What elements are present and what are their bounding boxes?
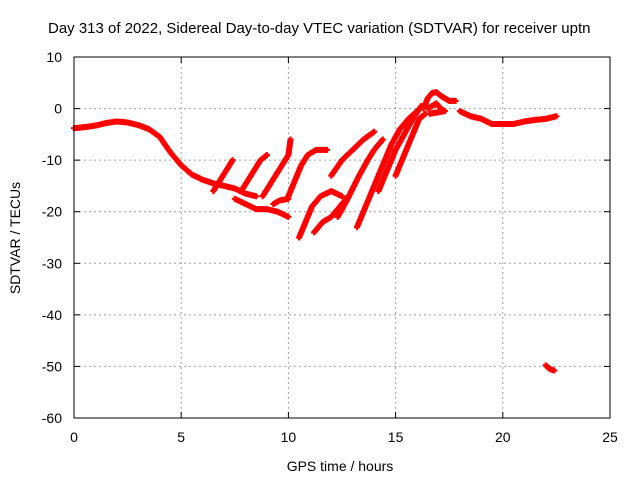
series-bump-spread xyxy=(424,100,448,117)
y-tick-label: -20 xyxy=(42,204,62,220)
series-main-arc xyxy=(71,118,260,200)
data-point xyxy=(553,113,560,120)
x-tick-label: 20 xyxy=(495,429,511,445)
y-tick-label: -30 xyxy=(42,255,62,271)
data-point xyxy=(371,128,378,135)
series-pass-C xyxy=(259,136,294,200)
series-pass-F xyxy=(296,188,345,241)
data-point xyxy=(287,136,294,143)
x-axis-label: GPS time / hours xyxy=(287,458,394,474)
series-pass-J xyxy=(375,102,425,195)
data-point xyxy=(551,367,558,374)
data-point xyxy=(253,193,260,200)
data-point xyxy=(229,157,236,164)
grid-lines xyxy=(74,57,610,418)
series-bump xyxy=(420,89,459,112)
y-tick-label: 0 xyxy=(54,101,62,117)
data-points xyxy=(71,89,560,374)
series-pass-L xyxy=(328,128,378,179)
y-tick-label: 10 xyxy=(46,49,62,65)
y-tick-label: -10 xyxy=(42,152,62,168)
data-point xyxy=(285,195,292,202)
plot-frame xyxy=(73,56,611,419)
data-point xyxy=(452,97,459,104)
data-point xyxy=(323,146,330,153)
axes: 0 5 10 15 20 25 10 0 -10 -20 -30 -40 -50 -60 xyxy=(42,49,618,445)
series-lower-sag xyxy=(231,195,292,220)
chart-title: Day 313 of 2022, Sidereal Day-to-day VTE… xyxy=(48,20,590,37)
x-tick-label: 5 xyxy=(177,429,185,445)
series-pass-K xyxy=(392,110,429,179)
series-pass-A xyxy=(210,157,236,195)
x-tick-label: 25 xyxy=(602,429,618,445)
series-pass-B xyxy=(238,151,270,195)
data-point xyxy=(285,213,292,220)
x-tick-label: 0 xyxy=(70,429,78,445)
data-point xyxy=(339,193,345,200)
x-tick-label: 15 xyxy=(388,429,404,445)
y-tick-label: -50 xyxy=(42,358,62,374)
data-point xyxy=(431,109,438,116)
series-pass-I xyxy=(354,108,421,231)
y-axis-label: SDTVAR / TECUs xyxy=(7,182,23,294)
series-right-tail xyxy=(456,108,560,128)
y-tick-label: -60 xyxy=(42,410,62,426)
series-outlier xyxy=(542,362,558,374)
series-pass-H xyxy=(334,136,386,220)
x-tick-label: 10 xyxy=(281,429,297,445)
data-point xyxy=(379,136,386,143)
y-tick-label: -40 xyxy=(42,307,62,323)
series-pass-E xyxy=(270,195,292,207)
data-point xyxy=(263,151,270,158)
series-pass-D xyxy=(285,146,330,200)
